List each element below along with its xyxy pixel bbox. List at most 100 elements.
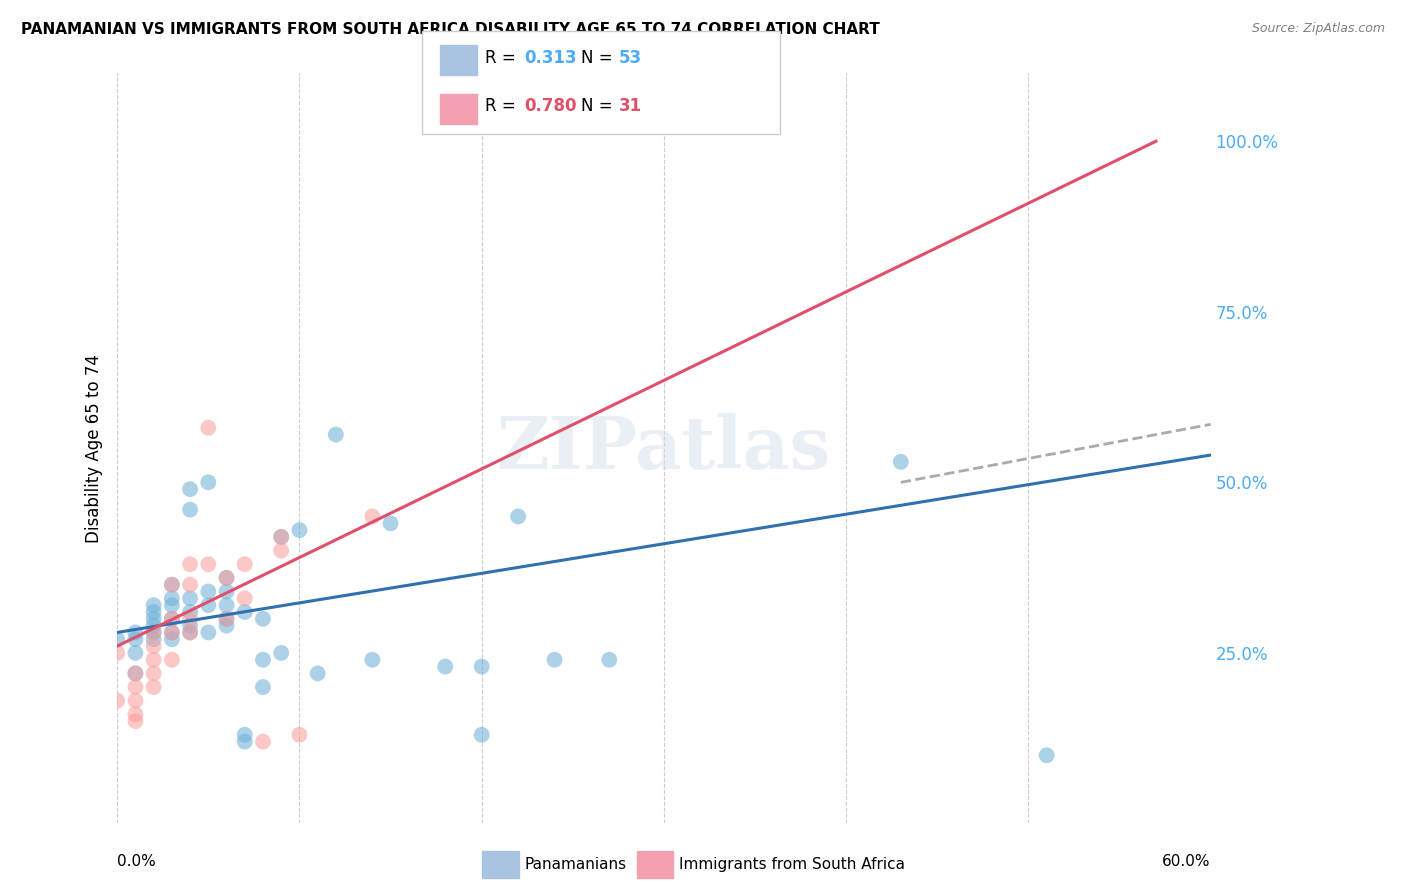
Point	[179, 625, 201, 640]
Point	[288, 523, 311, 537]
Point	[233, 605, 256, 619]
Text: 0.0%: 0.0%	[117, 854, 156, 869]
Point	[361, 509, 384, 524]
Text: R =: R =	[485, 48, 522, 67]
Point	[160, 577, 183, 591]
Point	[179, 482, 201, 496]
Text: 53: 53	[619, 48, 641, 67]
Point	[197, 625, 219, 640]
Point	[197, 558, 219, 572]
Point	[142, 605, 165, 619]
Point	[434, 659, 457, 673]
Point	[270, 530, 292, 544]
Point	[124, 625, 146, 640]
Point	[252, 680, 274, 694]
Text: N =: N =	[581, 48, 617, 67]
Point	[252, 734, 274, 748]
Text: PANAMANIAN VS IMMIGRANTS FROM SOUTH AFRICA DISABILITY AGE 65 TO 74 CORRELATION C: PANAMANIAN VS IMMIGRANTS FROM SOUTH AFRI…	[21, 22, 880, 37]
Point	[179, 558, 201, 572]
Point	[160, 598, 183, 612]
Point	[160, 625, 183, 640]
Text: Source: ZipAtlas.com: Source: ZipAtlas.com	[1251, 22, 1385, 36]
Text: 0.313: 0.313	[524, 48, 576, 67]
Point	[233, 734, 256, 748]
Point	[124, 707, 146, 722]
Text: ZIPatlas: ZIPatlas	[496, 413, 831, 483]
Point	[270, 543, 292, 558]
Point	[142, 666, 165, 681]
Point	[233, 728, 256, 742]
Point	[471, 728, 494, 742]
Text: N =: N =	[581, 97, 617, 115]
Point	[160, 632, 183, 647]
Point	[179, 605, 201, 619]
Point	[890, 455, 912, 469]
Point	[197, 598, 219, 612]
Point	[142, 625, 165, 640]
Text: Panamanians: Panamanians	[524, 857, 627, 871]
Point	[142, 653, 165, 667]
Point	[543, 653, 565, 667]
Point	[124, 666, 146, 681]
Point	[197, 584, 219, 599]
Point	[124, 632, 146, 647]
Point	[215, 598, 238, 612]
Point	[160, 612, 183, 626]
Point	[179, 591, 201, 606]
Point	[215, 618, 238, 632]
Point	[252, 612, 274, 626]
Point	[307, 666, 329, 681]
Point	[160, 612, 183, 626]
Point	[142, 612, 165, 626]
Point	[124, 680, 146, 694]
Point	[215, 571, 238, 585]
Point	[179, 612, 201, 626]
Point	[142, 625, 165, 640]
Point	[124, 714, 146, 728]
Point	[270, 646, 292, 660]
Point	[124, 646, 146, 660]
Point	[142, 632, 165, 647]
Point	[124, 694, 146, 708]
Point	[179, 618, 201, 632]
Point	[142, 598, 165, 612]
Point	[471, 659, 494, 673]
Point	[179, 502, 201, 516]
Point	[160, 625, 183, 640]
Point	[233, 591, 256, 606]
Text: 31: 31	[619, 97, 641, 115]
Point	[252, 653, 274, 667]
Point	[179, 577, 201, 591]
Point	[160, 577, 183, 591]
Point	[1035, 748, 1057, 763]
Text: Immigrants from South Africa: Immigrants from South Africa	[679, 857, 905, 871]
Point	[105, 694, 128, 708]
Point	[105, 646, 128, 660]
Point	[270, 530, 292, 544]
Point	[598, 653, 620, 667]
Text: R =: R =	[485, 97, 522, 115]
Point	[197, 421, 219, 435]
Y-axis label: Disability Age 65 to 74: Disability Age 65 to 74	[86, 354, 103, 542]
Point	[215, 571, 238, 585]
Point	[197, 475, 219, 490]
Point	[325, 427, 347, 442]
Point	[215, 612, 238, 626]
Text: 0.780: 0.780	[524, 97, 576, 115]
Point	[380, 516, 402, 531]
Text: 60.0%: 60.0%	[1163, 854, 1211, 869]
Point	[233, 558, 256, 572]
Point	[508, 509, 530, 524]
Point	[124, 666, 146, 681]
Point	[215, 584, 238, 599]
Point	[288, 728, 311, 742]
Point	[142, 639, 165, 653]
Point	[179, 625, 201, 640]
Point	[160, 591, 183, 606]
Point	[142, 618, 165, 632]
Point	[361, 653, 384, 667]
Point	[160, 653, 183, 667]
Point	[215, 612, 238, 626]
Point	[142, 680, 165, 694]
Point	[105, 632, 128, 647]
